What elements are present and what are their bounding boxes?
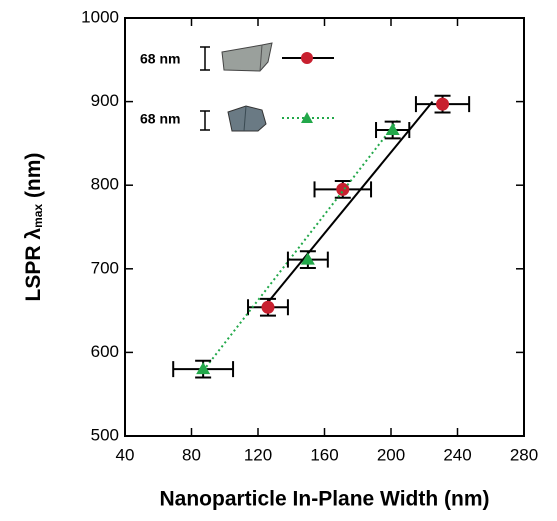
x-tick-label: 280: [510, 445, 538, 464]
y-tick-label: 800: [91, 175, 119, 194]
point: [436, 97, 450, 111]
fit-line: [267, 100, 434, 303]
x-tick-label: 240: [443, 445, 471, 464]
y-tick-label: 1000: [81, 7, 119, 26]
x-tick-label: 80: [182, 445, 201, 464]
y-tick-label: 600: [91, 342, 119, 361]
legend-label: 68 nm: [140, 111, 180, 127]
x-tick-label: 200: [377, 445, 405, 464]
x-tick-label: 160: [310, 445, 338, 464]
y-axis-label-part: LSPR λ: [22, 228, 45, 302]
y-tick-label: 900: [91, 91, 119, 110]
legend-marker: [301, 52, 313, 64]
y-tick-label: 500: [91, 425, 119, 444]
x-tick-label: 40: [116, 445, 135, 464]
y-axis-label-part: max: [31, 204, 45, 228]
y-axis-label: LSPR λmax (nm): [22, 153, 46, 302]
point: [336, 182, 350, 196]
point: [385, 123, 400, 136]
legend-marker: [301, 112, 313, 123]
x-tick-label: 120: [244, 445, 272, 464]
legend-icon-prism: [200, 42, 273, 72]
point: [261, 300, 275, 314]
point: [196, 362, 211, 375]
legend-icon-plate: [200, 105, 267, 132]
y-tick-label: 700: [91, 258, 119, 277]
fit-line: [202, 117, 401, 372]
x-axis-label: Nanoparticle In-Plane Width (nm): [160, 488, 490, 511]
point: [300, 252, 315, 265]
y-axis-label-part: (nm): [22, 153, 45, 204]
legend-label: 68 nm: [140, 51, 180, 67]
